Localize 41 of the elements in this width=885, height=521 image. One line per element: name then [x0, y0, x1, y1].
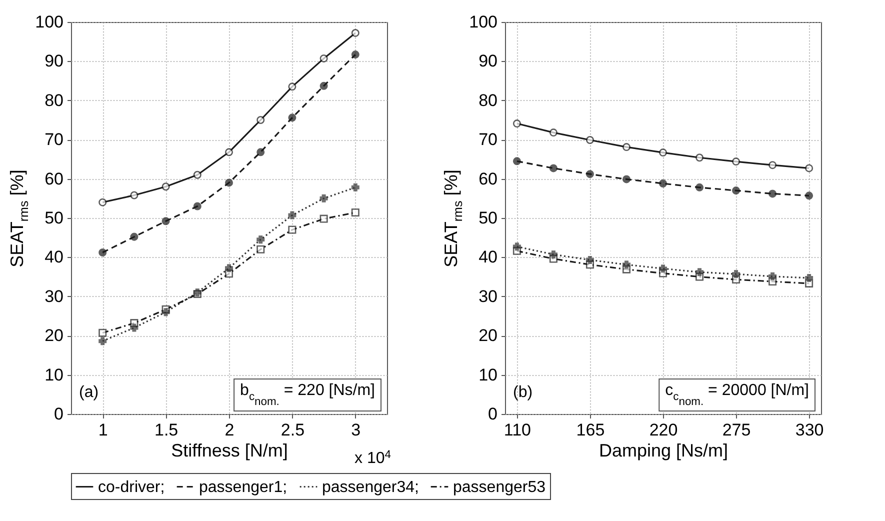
annotation: (b): [513, 384, 533, 401]
legend-label: passenger1;: [199, 478, 288, 496]
y-tick-label: 40: [44, 248, 64, 267]
y-tick-label: 0: [488, 404, 498, 424]
x-tick-label: 330: [795, 420, 824, 440]
y-tick-label: 20: [478, 326, 498, 346]
y-tick-label: 100: [35, 12, 64, 32]
y-tick-label: 100: [469, 12, 498, 32]
x-axis-title: Damping [Ns/m]: [598, 440, 728, 460]
y-tick-label: 10: [478, 365, 498, 384]
x-tick-label: 1.5: [154, 420, 178, 440]
y-tick-label: 40: [478, 248, 498, 267]
y-tick-label: 60: [44, 169, 64, 188]
text: x 10$^{4}$: [354, 449, 391, 467]
x-tick-label: 2: [224, 420, 234, 440]
x-tick-label: 2.5: [280, 420, 305, 440]
y-tick-label: 30: [478, 286, 498, 306]
y-tick-label: 10: [44, 365, 64, 384]
legend-label: passenger53: [453, 478, 546, 496]
x-tick-label: 165: [576, 420, 605, 440]
y-tick-label: 70: [478, 130, 498, 150]
y-tick-label: 90: [44, 52, 64, 71]
y-tick-label: 80: [44, 90, 64, 110]
legend-label: passenger34;: [322, 478, 419, 496]
x-tick-label: 1: [98, 420, 108, 440]
x-tick-label: 110: [504, 420, 532, 440]
annotation: (a): [79, 384, 99, 401]
y-tick-label: 60: [478, 169, 498, 188]
y-tick-label: 0: [54, 404, 64, 424]
legend-label: co-driver;: [98, 478, 165, 496]
x-tick-label: 220: [649, 420, 678, 440]
y-tick-label: 90: [478, 52, 498, 71]
y-tick-label: 30: [44, 286, 64, 306]
x-axis-title: Stiffness [N/m]: [171, 440, 288, 460]
y-tick-label: 70: [44, 130, 64, 150]
x-tick-label: 275: [722, 420, 751, 440]
y-tick-label: 80: [478, 90, 498, 110]
y-tick-label: 50: [44, 208, 64, 228]
y-tick-label: 20: [44, 326, 64, 346]
y-tick-label: 50: [478, 208, 498, 228]
x-tick-label: 3: [351, 420, 361, 440]
